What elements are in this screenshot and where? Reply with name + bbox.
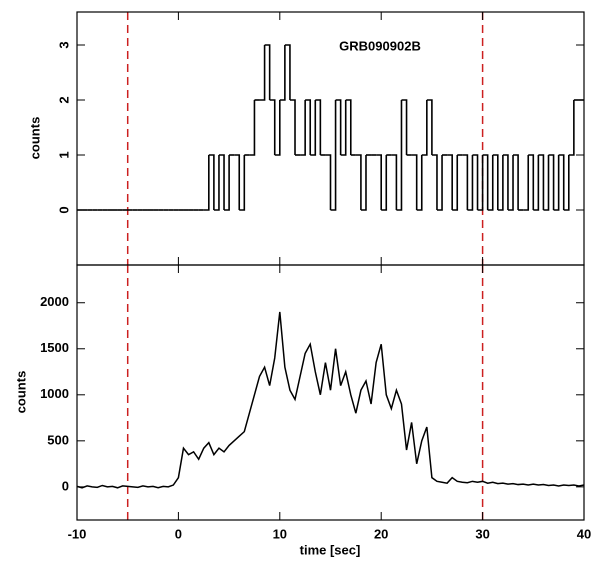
step-segment (558, 154, 565, 210)
step-segment (462, 154, 469, 210)
step-segment (436, 155, 443, 211)
step-segment (279, 45, 286, 101)
x-tick-label: 30 (475, 526, 489, 541)
y-tick-label: 1000 (40, 386, 69, 401)
step-segment (274, 100, 281, 156)
y-axis-label: counts (27, 117, 42, 160)
step-segment (563, 155, 570, 211)
step-segment (310, 100, 317, 156)
light-curve (76, 311, 585, 489)
step-segment (502, 154, 509, 210)
step-segment (345, 99, 352, 155)
step-segment (497, 155, 504, 211)
step-segment (305, 99, 312, 155)
step-segment (528, 154, 535, 210)
step-segment (568, 100, 575, 156)
step-segment (330, 100, 337, 211)
step-segment (315, 99, 322, 155)
step-segment (264, 44, 271, 100)
step-segment (482, 154, 489, 210)
x-tick-label: 40 (577, 526, 591, 541)
step-segment (487, 155, 494, 211)
x-tick-label: 0 (175, 526, 182, 541)
x-tick-label: -10 (68, 526, 87, 541)
step-segment (523, 155, 530, 211)
step-segment (543, 155, 550, 211)
step-segment (360, 155, 367, 211)
plot-frame (76, 11, 585, 266)
step-segment (548, 154, 555, 210)
annotation: GRB090902B (339, 38, 421, 53)
step-segment (376, 154, 382, 210)
step-segment (259, 45, 266, 101)
step-segment (426, 99, 433, 155)
y-axis-label: counts (13, 371, 28, 414)
step-segment (513, 154, 519, 210)
step-segment (289, 99, 296, 155)
step-segment (249, 100, 256, 156)
plot-frame (76, 264, 585, 521)
step-segment (284, 44, 291, 100)
y-tick-label: 2 (56, 96, 71, 103)
step-segment (300, 100, 306, 156)
step-segment (533, 155, 540, 211)
step-segment (411, 154, 418, 210)
step-segment (234, 154, 241, 210)
y-tick-label: 0 (56, 206, 71, 213)
y-tick-label: 500 (47, 432, 69, 447)
step-segment (224, 155, 230, 211)
step-segment (538, 154, 545, 210)
step-segment (208, 154, 215, 210)
step-segment (467, 155, 474, 211)
step-segment (452, 155, 459, 211)
step-segment (431, 154, 438, 210)
step-segment (213, 155, 220, 211)
step-segment (553, 155, 560, 211)
y-tick-label: 0 (62, 478, 69, 493)
step-segment (269, 99, 276, 155)
step-segment (203, 155, 210, 211)
step-segment (416, 155, 423, 211)
step-segment (477, 155, 484, 211)
x-tick-label: 20 (374, 526, 388, 541)
y-tick-label: 1500 (40, 340, 69, 355)
step-segment (218, 154, 225, 210)
step-segment (421, 100, 428, 156)
y-tick-label: 1 (56, 151, 71, 158)
step-segment (396, 100, 403, 211)
y-tick-label: 2000 (40, 294, 69, 309)
x-axis-label: time [sec] (300, 542, 361, 557)
x-tick-label: 10 (273, 526, 287, 541)
step-segment (381, 155, 388, 211)
step-segment (335, 99, 342, 155)
step-segment (391, 154, 398, 210)
step-segment (325, 154, 332, 210)
step-segment (507, 155, 514, 211)
step-segment (472, 154, 479, 210)
step-segment (492, 154, 499, 210)
step-segment (239, 155, 246, 211)
step-segment (401, 99, 408, 155)
step-segment (447, 154, 453, 210)
step-segment (340, 100, 347, 156)
step-segment (355, 154, 362, 210)
y-tick-label: 3 (56, 41, 71, 48)
